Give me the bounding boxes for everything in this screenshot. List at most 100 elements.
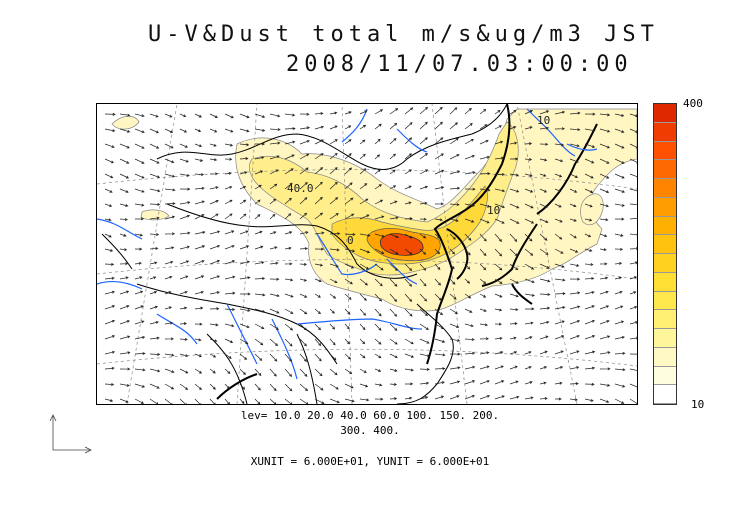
wind-arrow	[179, 260, 190, 265]
wind-arrow	[359, 153, 366, 160]
wind-arrow	[209, 143, 217, 147]
wind-arrow	[269, 231, 277, 235]
wind-arrow	[569, 143, 580, 148]
wind-arrow	[374, 169, 381, 175]
wind-arrow	[194, 398, 202, 404]
wind-arrow	[299, 197, 308, 205]
wind-arrow	[344, 323, 350, 330]
wind-arrow	[359, 383, 369, 388]
wind-arrow	[449, 338, 461, 342]
wind-arrow	[194, 322, 203, 326]
wind-arrow	[419, 323, 429, 331]
wind-arrow	[239, 368, 246, 376]
wind-arrow	[464, 380, 476, 385]
wind-arrow	[494, 233, 502, 242]
wind-arrow	[224, 291, 236, 295]
wind-arrow	[479, 203, 491, 208]
wind-arrow	[299, 153, 310, 160]
wind-arrow	[344, 153, 352, 160]
rivers	[97, 108, 598, 380]
wind-arrow	[329, 181, 338, 190]
wind-arrow	[299, 212, 308, 220]
wind-arrow	[314, 338, 322, 347]
wind-arrow	[464, 233, 472, 241]
wind-arrow	[284, 168, 294, 175]
colorbar-band	[654, 160, 676, 179]
wind-arrow	[299, 262, 308, 266]
wind-arrow	[224, 368, 231, 374]
wind-arrow	[344, 232, 356, 236]
contour-label: 10	[487, 204, 500, 217]
wind-arrow	[209, 199, 219, 205]
wind-arrow	[404, 323, 414, 331]
wind-arrow	[374, 323, 382, 331]
wind-arrow	[554, 110, 566, 115]
wind-arrow	[629, 173, 637, 179]
wind-arrow	[554, 292, 566, 296]
wind-arrow	[389, 185, 397, 190]
wind-arrow	[239, 245, 250, 250]
wind-arrow	[509, 293, 519, 298]
wind-arrow	[554, 350, 564, 355]
wind-arrow	[584, 158, 595, 164]
wind-arrow	[359, 308, 366, 316]
wind-arrow	[449, 323, 460, 329]
wind-arrow	[194, 338, 202, 342]
wind-arrow	[539, 173, 547, 177]
wind-arrow	[599, 233, 608, 238]
wind-arrow	[239, 260, 250, 265]
wind-arrow	[599, 173, 610, 179]
wind-arrow	[494, 308, 503, 312]
wind-arrow	[254, 113, 266, 118]
wind-arrow	[419, 201, 428, 205]
wind-arrow	[164, 368, 175, 373]
wind-arrow	[119, 262, 129, 266]
wind-arrow	[464, 338, 475, 342]
wind-arrow	[119, 290, 130, 295]
wind-arrow	[194, 128, 202, 133]
wind-arrow	[239, 353, 248, 360]
wind-arrow	[524, 336, 533, 340]
wind-arrow	[224, 199, 233, 205]
wind-arrow	[269, 113, 281, 118]
wind-arrow	[134, 352, 146, 355]
wind-arrow	[554, 218, 563, 223]
wind-arrow	[179, 173, 190, 177]
wind-arrow	[539, 278, 551, 283]
wind-arrow	[584, 112, 596, 116]
wind-arrow	[464, 263, 471, 270]
wind-arrow	[509, 308, 519, 312]
wind-arrow	[254, 199, 261, 205]
wind-arrow	[254, 245, 264, 250]
wind-arrow	[584, 319, 595, 325]
wind-arrow	[479, 323, 489, 327]
wind-arrow	[494, 248, 503, 257]
wind-arrow	[194, 158, 204, 162]
wind-arrow	[179, 353, 189, 358]
wind-arrow	[494, 203, 505, 209]
wind-arrow	[149, 128, 159, 134]
wind-arrow	[389, 122, 398, 130]
wind-arrow	[314, 353, 322, 362]
wind-arrow	[299, 167, 309, 175]
wind-arrow	[434, 395, 445, 400]
wind-arrow	[209, 368, 216, 374]
wind-arrow	[269, 183, 278, 190]
wind-arrow	[344, 308, 351, 315]
wind-arrow	[449, 308, 459, 315]
wind-arrow	[255, 142, 266, 146]
wind-arrow	[254, 383, 261, 391]
wind-arrow	[509, 380, 519, 385]
wind-arrow	[539, 126, 550, 130]
wind-arrow	[299, 338, 307, 347]
contour-label: 0	[347, 234, 354, 247]
wind-arrow	[224, 323, 235, 328]
wind-arrow	[554, 278, 566, 282]
wind-arrow	[254, 170, 264, 175]
wind-arrow	[164, 246, 175, 250]
wind-arrow	[239, 213, 247, 220]
wind-arrow	[239, 383, 246, 390]
wind-arrow	[209, 158, 218, 162]
levels-caption-line1: lev= 10.0 20.0 40.0 60.0 100. 150. 200.	[240, 409, 500, 422]
wind-arrow	[344, 338, 351, 345]
